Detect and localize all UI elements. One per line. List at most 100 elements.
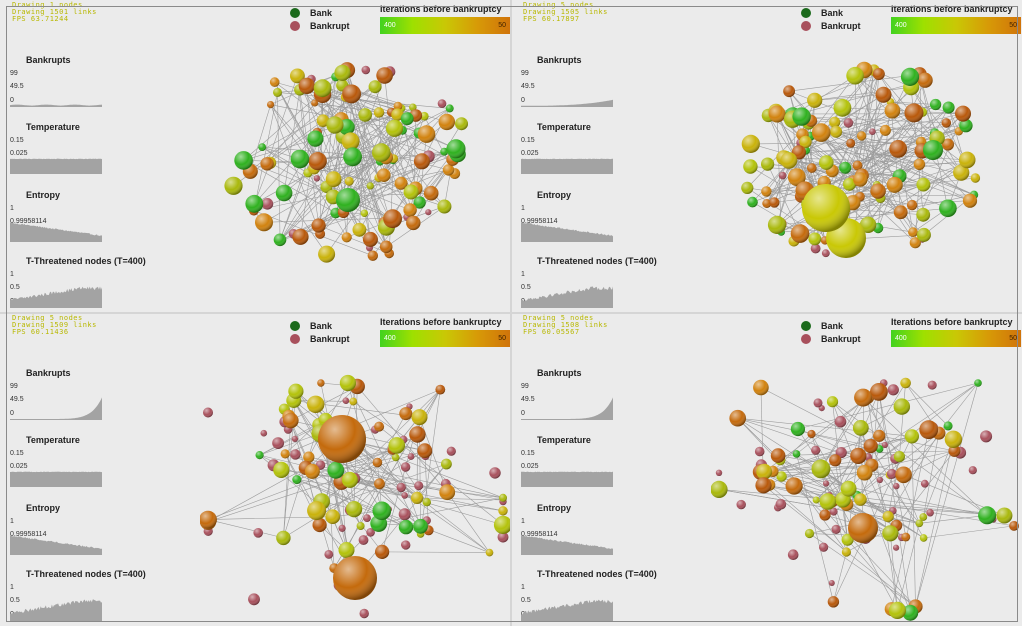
stat-entropy-sparkline [10, 535, 102, 555]
legend-bankrupt: Bankrupt [801, 19, 861, 32]
node-shading [325, 171, 342, 188]
node-shading [743, 159, 758, 174]
node-shading [318, 245, 336, 263]
node-shading [808, 232, 822, 246]
sparkline-area [10, 471, 102, 487]
stat-temperature-label: Temperature [537, 435, 591, 445]
node-shading [440, 147, 449, 156]
stat-bankrupts-label: Bankrupts [26, 368, 71, 378]
node-shading [736, 499, 746, 510]
node-shading [811, 123, 831, 142]
stat-temperature-label: Temperature [26, 122, 80, 132]
node-shading [856, 131, 867, 141]
network-link [786, 155, 850, 185]
network-link [820, 397, 864, 470]
node-shading [414, 481, 424, 491]
legend-bankrupt-label: Bankrupt [310, 333, 350, 344]
node-shading [352, 222, 367, 237]
network-graph[interactable] [200, 313, 511, 626]
bankrupt-dot-icon [290, 20, 300, 31]
node-shading [341, 232, 352, 243]
network-link [207, 519, 284, 539]
node-shading [802, 184, 850, 232]
network-link [878, 73, 922, 143]
node-shading [375, 544, 390, 559]
node-shading [886, 176, 903, 193]
node-shading [761, 186, 772, 197]
legend-bankrupt-label: Bankrupt [821, 20, 861, 31]
node-shading [787, 168, 806, 187]
node-shading [275, 184, 293, 202]
node-shading [768, 105, 786, 123]
node-shading [366, 528, 375, 537]
node-shading [258, 143, 267, 152]
legend-bankrupt: Bankrupt [801, 332, 861, 345]
node-shading [425, 209, 432, 216]
node-shading [307, 501, 327, 521]
legend-bank-label: Bank [310, 7, 333, 18]
scale-gradient-bar: 400 50 [891, 330, 1021, 347]
simulation-panel-4: Drawing 5 nodes Drawing 1508 links FPS 6… [511, 313, 1022, 626]
network-graph[interactable] [711, 0, 1022, 313]
node-shading [349, 397, 358, 406]
stat-bankrupts-label: Bankrupts [537, 368, 582, 378]
node-shading [812, 496, 820, 504]
network-link [340, 436, 504, 499]
network-link [349, 108, 450, 182]
node-shading [273, 87, 282, 97]
node-shading [398, 519, 414, 535]
network-link [919, 515, 988, 524]
node-shading [446, 446, 456, 456]
node-shading [916, 207, 931, 222]
node-shading [417, 125, 436, 143]
node-shading [401, 492, 408, 499]
network-link [879, 435, 955, 452]
stat-temperature-sparkline [10, 471, 102, 487]
network-link [890, 533, 898, 611]
network-graph[interactable] [200, 0, 511, 313]
node-shading [807, 92, 823, 108]
bankrupt-dot-icon [801, 20, 811, 31]
node-shading [828, 580, 835, 586]
node-shading [372, 143, 391, 162]
sparkline-area [10, 104, 102, 107]
network-link [277, 92, 281, 240]
node-shading [829, 507, 838, 516]
network-link [845, 70, 875, 239]
stat-bankrupts-max: 99 [521, 383, 529, 390]
node-shading [955, 105, 971, 122]
node-shading [893, 398, 910, 415]
node-shading [823, 480, 830, 487]
node-shading [391, 108, 404, 121]
node-shading [919, 420, 939, 440]
node-shading [901, 532, 911, 542]
network-graph[interactable] [711, 313, 1022, 626]
node-shading [819, 542, 829, 552]
legend-bank-label: Bank [310, 320, 333, 331]
node-shading [853, 172, 868, 187]
network-link [802, 134, 861, 180]
node-shading [873, 429, 886, 442]
node-shading [360, 209, 369, 217]
node-shading [776, 471, 787, 482]
node-shading [906, 199, 918, 211]
node-shading [346, 501, 363, 518]
node-shading [941, 118, 952, 128]
node-shading [856, 464, 873, 481]
node-shading [438, 113, 455, 131]
node-shading [888, 601, 906, 619]
node-shading [711, 480, 728, 498]
node-shading [383, 209, 402, 229]
stat-threatened-sparkline [10, 599, 102, 621]
stat-bankrupts: Bankrupts 99 49.5 0 [10, 368, 102, 420]
node-shading [260, 157, 274, 171]
node-shading [327, 461, 345, 479]
node-shading [341, 132, 360, 151]
stat-entropy-mid: 0.99958114 [10, 218, 47, 225]
stat-threatened-mid: 0.5 [10, 284, 20, 291]
network-link [879, 382, 979, 450]
node-shading [869, 128, 876, 135]
